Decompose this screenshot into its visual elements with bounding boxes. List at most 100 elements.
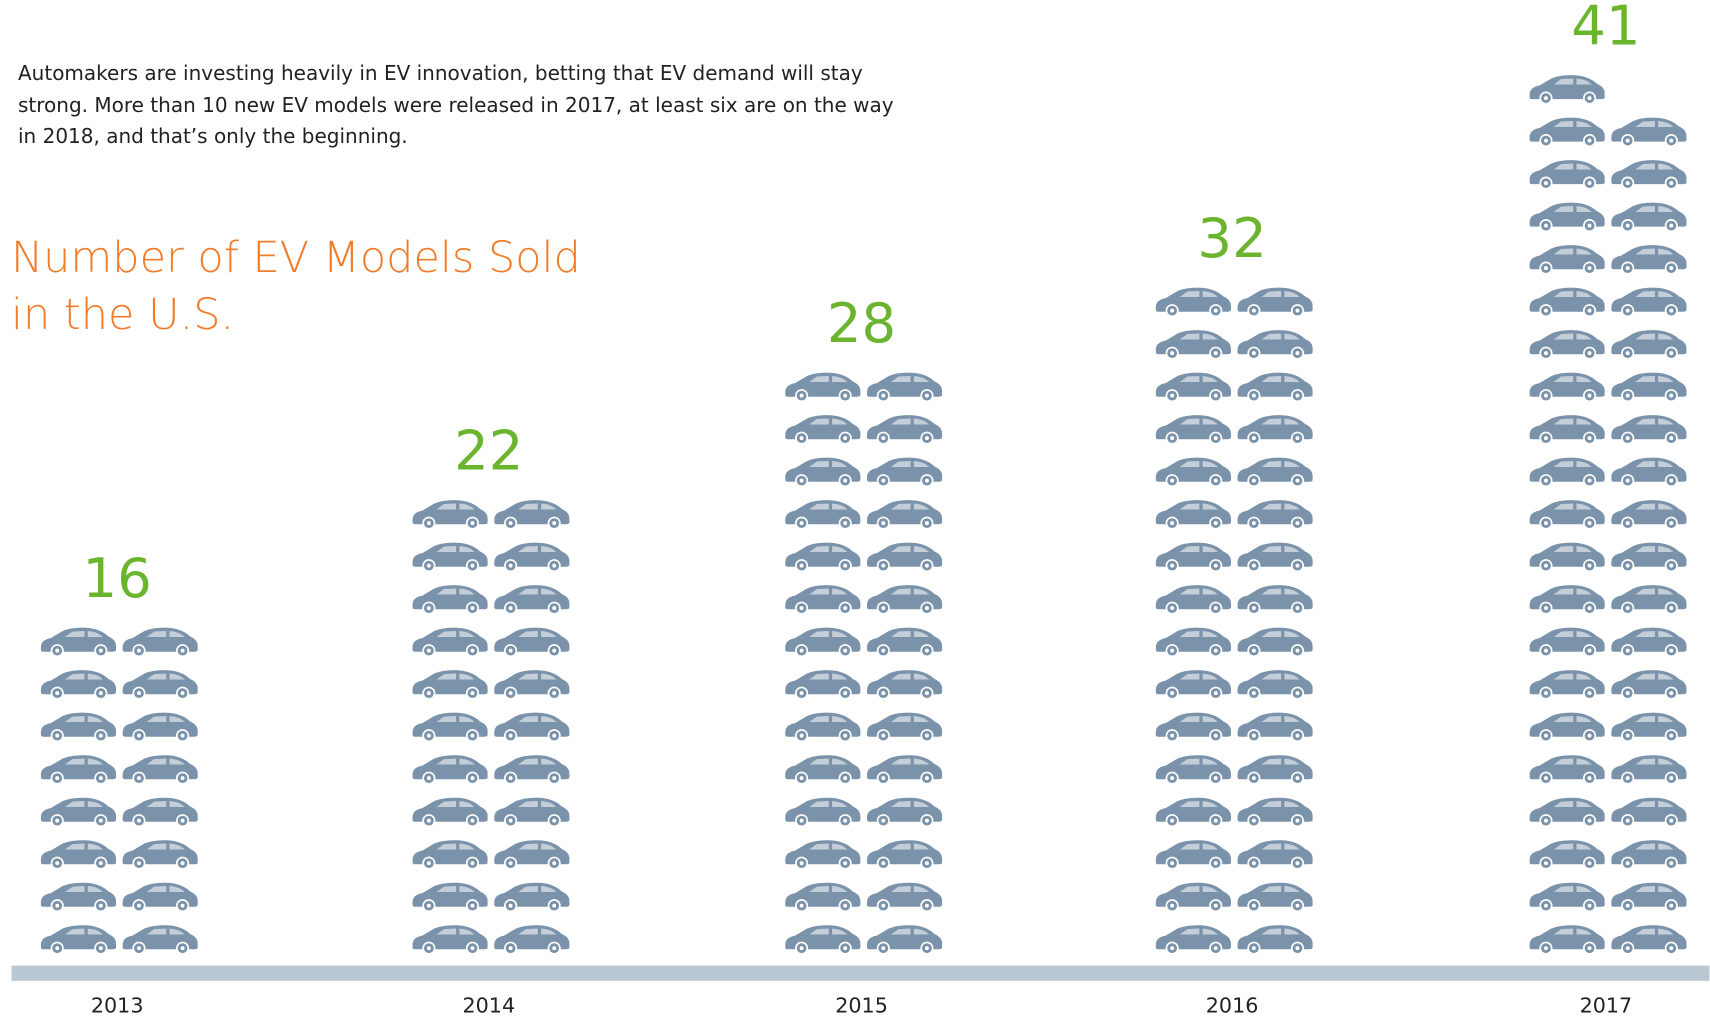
car-icon — [40, 670, 117, 700]
x-tick-label: 2015 — [835, 993, 888, 1017]
car-icon — [1155, 415, 1231, 445]
car-icon — [1611, 882, 1687, 913]
car-icon — [866, 797, 943, 828]
car-icon — [1155, 882, 1231, 913]
description: Automakers are investing heavily in EV i… — [18, 61, 894, 149]
car-icon — [1237, 712, 1313, 743]
value-label: 16 — [83, 546, 152, 610]
car-icon — [412, 670, 488, 700]
car-icon — [1611, 627, 1687, 658]
car-stack — [785, 372, 943, 955]
car-icon — [866, 415, 943, 445]
car-icon — [1529, 797, 1605, 828]
car-icon — [1529, 500, 1605, 530]
car-icon — [1529, 542, 1605, 573]
car-icon — [1529, 882, 1605, 913]
car-icon — [866, 712, 943, 743]
car-icon — [494, 755, 570, 785]
car-icon — [122, 712, 198, 743]
car-icon — [1529, 840, 1605, 870]
car-icon — [785, 840, 861, 870]
car-icon — [1155, 840, 1231, 870]
car-icon — [1237, 500, 1313, 530]
car-icon — [1529, 287, 1605, 318]
car-icon — [1155, 372, 1231, 403]
car-icon — [412, 585, 488, 615]
car-icon — [866, 925, 943, 955]
car-icon — [40, 925, 117, 955]
car-icon — [1237, 840, 1313, 870]
car-icon — [785, 457, 861, 488]
car-icon — [785, 372, 861, 403]
car-icon — [412, 627, 488, 658]
car-icon — [1237, 797, 1313, 828]
car-icon — [412, 500, 488, 530]
car-icon — [494, 925, 570, 955]
x-tick-label: 2017 — [1580, 993, 1633, 1017]
car-icon — [785, 415, 861, 445]
car-icon — [412, 755, 488, 785]
car-icon — [1611, 500, 1687, 530]
car-icon — [1611, 202, 1687, 233]
car-icon — [412, 840, 488, 870]
car-icon — [1611, 585, 1687, 615]
car-icon — [1237, 585, 1313, 615]
car-icon — [494, 627, 570, 658]
car-icon — [122, 840, 198, 870]
car-icon — [1611, 457, 1687, 488]
car-icon — [494, 542, 570, 573]
car-icon — [1611, 245, 1687, 275]
car-icon — [785, 500, 861, 530]
car-icon — [785, 712, 861, 743]
car-icon — [1155, 797, 1231, 828]
car-icon — [866, 882, 943, 913]
car-icon — [122, 755, 198, 785]
car-icon — [866, 500, 943, 530]
car-icon — [1237, 287, 1313, 318]
car-stack — [40, 627, 198, 955]
car-icon — [412, 712, 488, 743]
car-icon — [1529, 202, 1605, 233]
car-icon — [1529, 330, 1605, 360]
car-icon — [866, 372, 943, 403]
car-icon — [122, 797, 198, 828]
car-icon — [866, 542, 943, 573]
car-icon — [1611, 797, 1687, 828]
car-icon — [1237, 330, 1313, 360]
car-icon — [1529, 415, 1605, 445]
value-label: 32 — [1197, 206, 1266, 270]
car-icon — [40, 840, 117, 870]
car-icon — [1611, 160, 1687, 190]
car-icon — [1155, 755, 1231, 785]
car-icon — [785, 627, 861, 658]
car-icon — [1529, 670, 1605, 700]
car-icon — [866, 627, 943, 658]
value-label: 22 — [454, 419, 523, 483]
car-icon — [412, 797, 488, 828]
car-icon — [866, 585, 943, 615]
car-icon — [785, 882, 861, 913]
car-icon — [1529, 585, 1605, 615]
car-icon — [40, 627, 117, 658]
car-stack — [1529, 75, 1687, 955]
car-icon — [1529, 627, 1605, 658]
car-icon — [1237, 415, 1313, 445]
car-icon — [1611, 117, 1687, 148]
car-icon — [1529, 75, 1605, 105]
car-icon — [1155, 457, 1231, 488]
car-icon — [494, 712, 570, 743]
car-icon — [785, 797, 861, 828]
car-icon — [866, 755, 943, 785]
car-icon — [785, 670, 861, 700]
car-icon — [1237, 925, 1313, 955]
value-label: 28 — [827, 291, 896, 355]
car-icon — [40, 797, 117, 828]
car-icon — [494, 797, 570, 828]
car-icon — [1611, 712, 1687, 743]
car-icon — [1611, 542, 1687, 573]
car-icon — [1529, 160, 1605, 190]
car-icon — [785, 755, 861, 785]
car-icon — [494, 882, 570, 913]
car-icon — [785, 585, 861, 615]
car-stack — [412, 500, 570, 955]
